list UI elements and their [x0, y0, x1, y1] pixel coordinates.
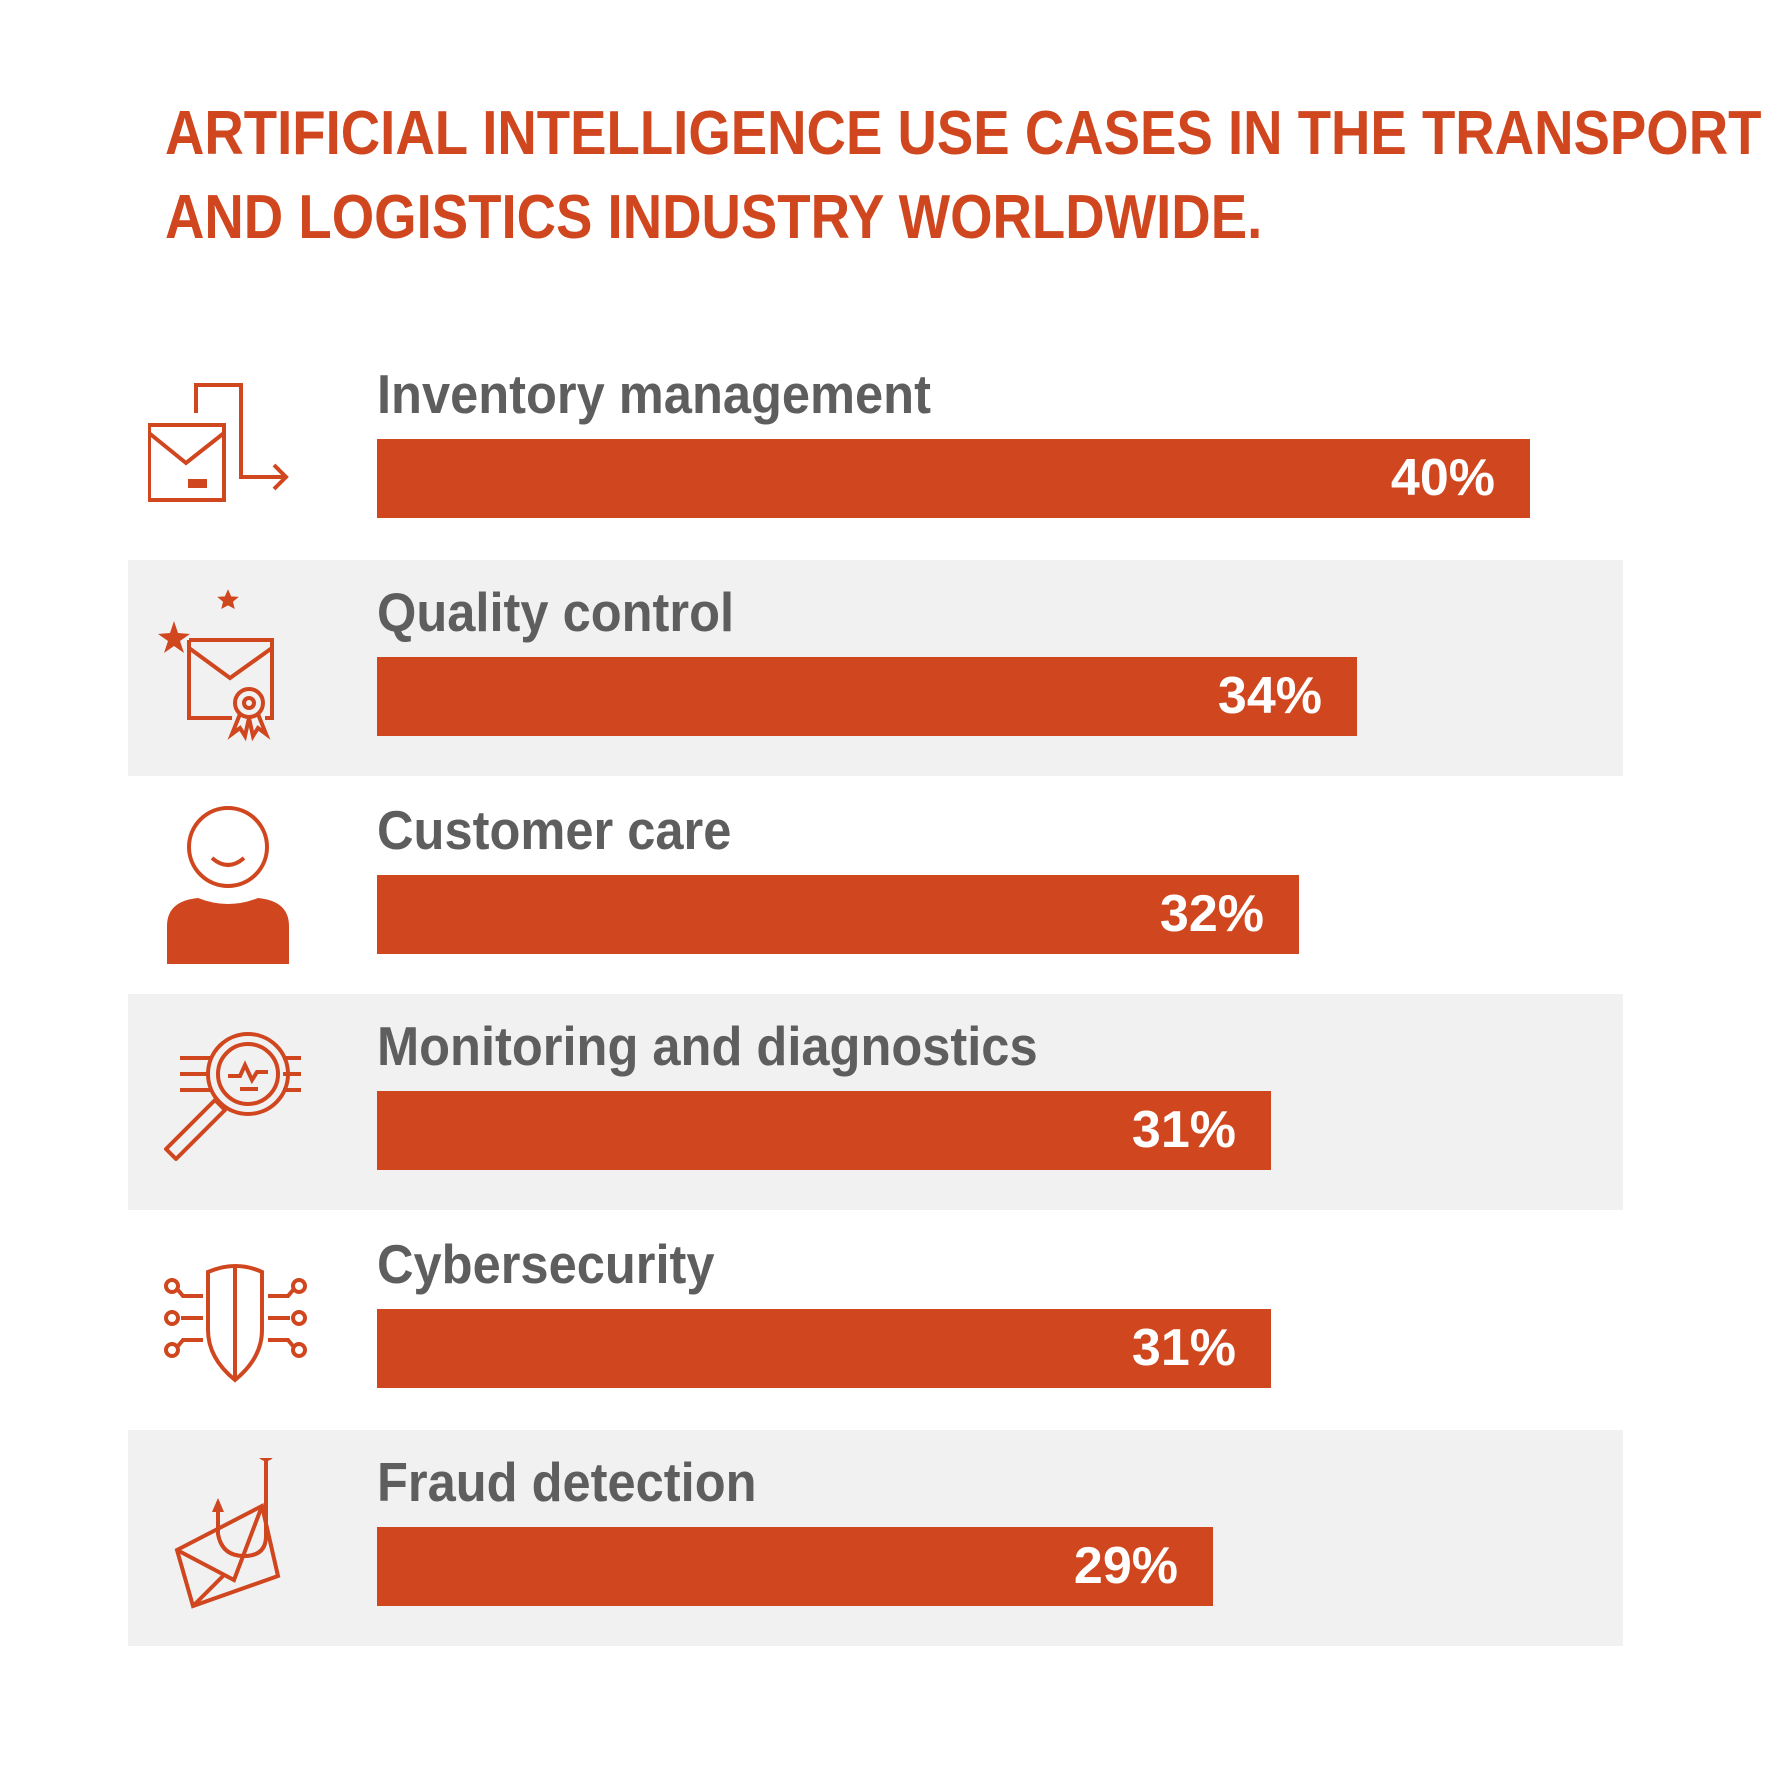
shield-circuit-icon: [148, 1240, 323, 1400]
bar: 40%: [377, 439, 1530, 518]
value-label: 31%: [1131, 1101, 1236, 1159]
bar: 34%: [377, 657, 1357, 736]
value-label: 34%: [1217, 667, 1322, 725]
category-label: Quality control: [377, 581, 735, 643]
bar: 31%: [377, 1309, 1271, 1388]
chart-title: ARTIFICIAL INTELLIGENCE USE CASES IN THE…: [165, 92, 1761, 260]
chart-row: Quality control 34%: [128, 560, 1623, 776]
chart-row: Monitoring and diagnostics 31%: [128, 994, 1623, 1210]
customer-person-icon: [148, 806, 323, 966]
bar: 32%: [377, 875, 1299, 954]
chart-title-line-2: AND LOGISTICS INDUSTRY WORLDWIDE.: [165, 183, 1263, 252]
category-label: Fraud detection: [377, 1451, 757, 1513]
phishing-envelope-icon: [148, 1458, 323, 1618]
bar: 29%: [377, 1527, 1213, 1606]
chart-row: Inventory management 40%: [128, 342, 1623, 558]
bar: 31%: [377, 1091, 1271, 1170]
category-label: Cybersecurity: [377, 1233, 715, 1295]
value-label: 29%: [1073, 1537, 1178, 1595]
value-label: 31%: [1131, 1319, 1236, 1377]
value-label: 32%: [1159, 885, 1264, 943]
chart-title-line-1: ARTIFICIAL INTELLIGENCE USE CASES IN THE…: [165, 99, 1762, 168]
category-label: Monitoring and diagnostics: [377, 1015, 1038, 1077]
value-label: 40%: [1390, 449, 1495, 507]
category-label: Customer care: [377, 799, 732, 861]
chart-row: Cybersecurity 31%: [128, 1212, 1623, 1428]
box-transfer-icon: [148, 370, 323, 530]
chart-row: Customer care 32%: [128, 778, 1623, 994]
category-label: Inventory management: [377, 363, 931, 425]
certificate-stars-icon: [148, 588, 323, 748]
magnifier-diagnostics-icon: [148, 1022, 323, 1182]
chart-row: Fraud detection 29%: [128, 1430, 1623, 1646]
